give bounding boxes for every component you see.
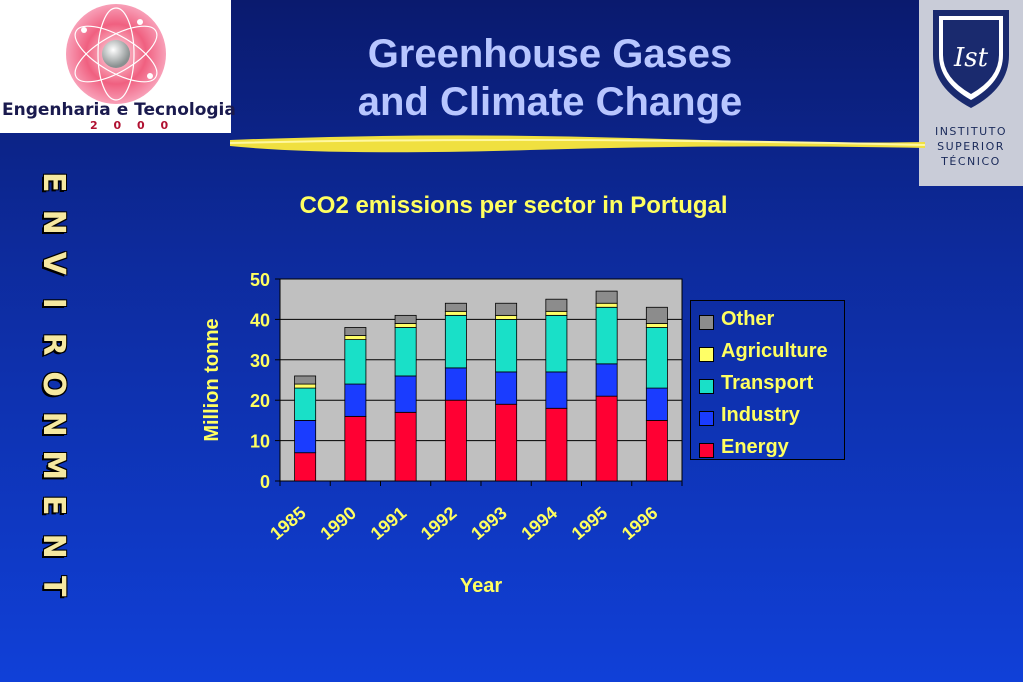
logo-brand-text: Engenharia e Tecnologia [2,100,236,120]
bar-segment-other [595,290,618,304]
bar-segment-industry [545,371,568,409]
chart-legend: Other Agriculture Transport Industry Energy [690,300,845,460]
bar-segment-agriculture [645,323,668,328]
bar-segment-transport [495,318,518,373]
ist-line-3: TÉCNICO [941,155,1001,168]
slide-title-line-2: and Climate Change [357,80,743,124]
legend-swatch [699,315,714,330]
bar-segment-other [344,327,367,336]
bar-segment-energy [394,411,417,482]
bar-segment-transport [394,327,417,377]
bar-segment-energy [545,407,568,482]
y-tick-label: 10 [250,432,270,452]
bar-segment-agriculture [545,310,568,316]
bar-segment-energy [344,415,367,482]
bar-segment-industry [645,387,668,421]
bar-segment-transport [545,314,568,373]
x-tick-label: 1985 [266,503,310,544]
bar-segment-industry [444,367,467,401]
engenharia-tecnologia-logo: Engenharia e Tecnologia 2 0 0 0 [0,0,236,133]
ist-line-2: SUPERIOR [937,140,1005,153]
yellow-swoosh-divider [230,135,925,153]
legend-label: Other [721,308,775,330]
bar-segment-energy [444,399,467,482]
bar-segment-agriculture [495,314,518,320]
bar-segment-energy [595,395,618,482]
bar-segment-industry [394,375,417,413]
ist-line-1: INSTITUTO [934,125,1008,138]
bar-segment-transport [444,314,467,369]
bar-segment-industry [344,383,367,417]
legend-swatch [699,411,714,426]
x-tick-label: 1995 [568,503,612,544]
logo-year-text: 2 0 0 0 [90,119,175,132]
x-tick-label: 1992 [417,503,461,544]
y-axis-title: Million tonne [201,318,223,441]
bar-segment-other [294,375,317,385]
bar-segment-agriculture [344,335,367,340]
bar-segment-transport [645,327,668,389]
bar-segment-agriculture [595,302,618,308]
ist-logo: Ist INSTITUTO SUPERIOR TÉCNICO [919,0,1023,186]
slide-title-line-1: Greenhouse Gases [367,32,733,76]
x-axis-title: Year [460,575,502,597]
y-tick-label: 40 [250,310,270,330]
bar-segment-transport [344,339,367,385]
atom-logo-icon [66,4,166,104]
bar-segment-other [545,298,568,312]
bar-segment-agriculture [294,383,317,389]
ist-name: INSTITUTO SUPERIOR TÉCNICO [919,124,1023,169]
bar-segment-energy [294,452,317,482]
x-tick-label: 1991 [367,503,411,544]
y-tick-label: 20 [250,391,270,411]
y-tick-label: 30 [250,351,270,371]
bar-segment-other [394,314,417,324]
bar-segment-industry [595,363,618,397]
legend-label: Agriculture [721,340,828,362]
bar-segment-other [495,302,518,316]
ist-shield-icon: Ist [933,10,1009,108]
x-tick-label: 1996 [618,503,662,544]
bar-segment-energy [495,403,518,482]
bar-segment-transport [294,387,317,421]
bar-segment-industry [495,371,518,405]
y-tick-label: 50 [250,270,270,290]
bar-segment-transport [595,306,618,365]
y-tick-label: 0 [260,472,270,492]
bar-segment-other [444,302,467,312]
legend-swatch [699,379,714,394]
bar-segment-industry [294,419,317,454]
x-tick-label: 1990 [316,503,360,544]
chart-title: CO2 emissions per sector in Portugal [299,192,728,219]
plot-area [279,278,683,482]
legend-label: Industry [721,404,800,426]
legend-label: Energy [721,436,789,458]
legend-swatch [699,443,714,458]
slide-title: Greenhouse Gases and Climate Change [300,30,800,126]
bar-segment-other [645,306,668,324]
legend-swatch [699,347,714,362]
ist-emblem-text: Ist [953,43,989,73]
bar-segment-agriculture [394,323,417,328]
bar-segment-agriculture [444,310,467,316]
legend-label: Transport [721,372,814,394]
bar-segment-energy [645,419,668,482]
x-tick-label: 1993 [467,503,511,544]
x-tick-label: 1994 [517,503,561,544]
